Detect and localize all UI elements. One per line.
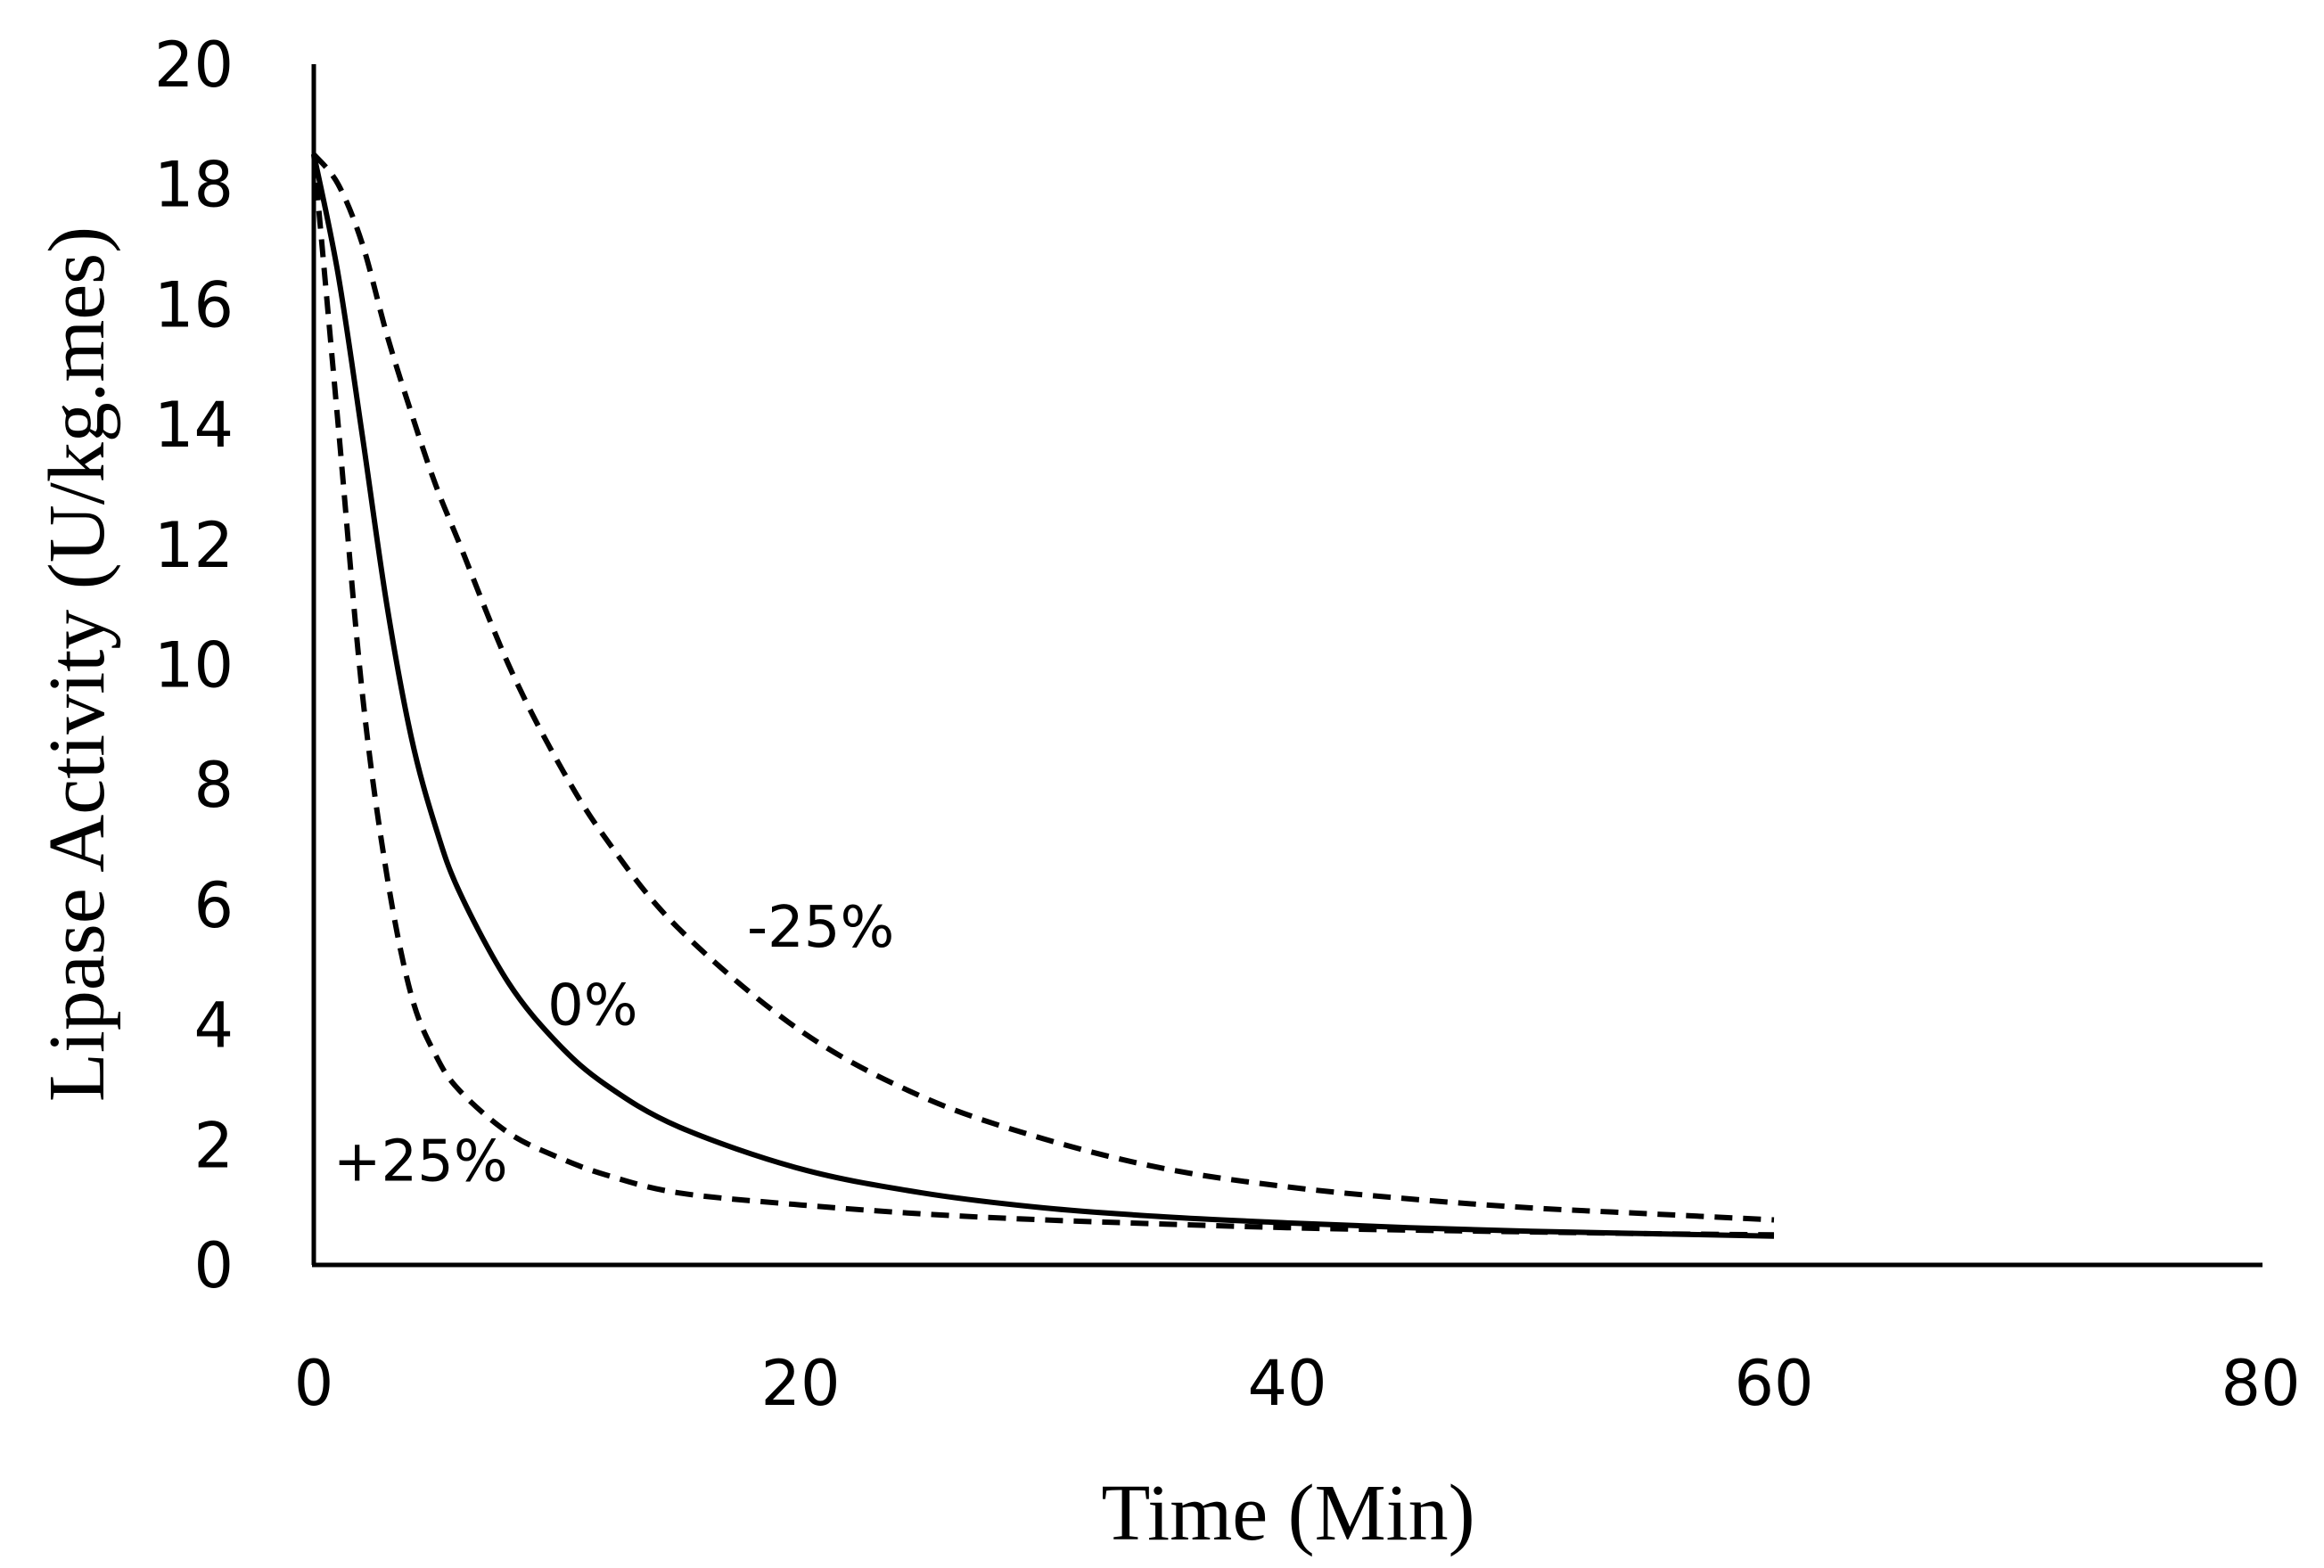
x-tick-label: 40 <box>1247 1347 1326 1420</box>
series-line-minus-25 <box>311 152 1775 1223</box>
x-tick-label: 20 <box>760 1347 840 1420</box>
y-tick-label: 8 <box>193 749 234 822</box>
y-tick-label: 0 <box>193 1229 234 1302</box>
series-line-zero <box>311 153 1775 1239</box>
x-axis-title: Time (Min) <box>1101 1469 1474 1557</box>
y-tick-label: 14 <box>154 389 234 462</box>
series-annotation: -25% <box>747 895 894 961</box>
y-tick-label: 12 <box>154 509 234 582</box>
y-tick-label: 18 <box>154 149 234 222</box>
y-tick-label: 4 <box>193 989 234 1063</box>
y-axis-title: Lipase Activity (U/kg.mes) <box>33 226 121 1102</box>
x-tick-labels: 0 20 40 60 80 <box>294 1347 2301 1420</box>
series-line-plus-25 <box>311 153 1775 1238</box>
y-tick-label: 16 <box>154 268 234 341</box>
x-tick-label: 80 <box>2221 1347 2300 1420</box>
series-annotations: -25% 0% +25% <box>333 895 894 1195</box>
x-tick-label: 60 <box>1734 1347 1813 1420</box>
y-tick-label: 10 <box>154 629 234 702</box>
series-annotation: 0% <box>547 973 638 1039</box>
y-tick-label: 6 <box>193 869 234 942</box>
y-tick-label: 20 <box>154 29 234 102</box>
y-tick-label: 2 <box>193 1109 234 1182</box>
y-tick-labels: 0 2 4 6 8 10 12 14 16 18 20 <box>154 29 234 1302</box>
x-tick-label: 0 <box>294 1347 334 1420</box>
series-annotation: +25% <box>333 1129 508 1195</box>
series-lines <box>311 152 1775 1239</box>
